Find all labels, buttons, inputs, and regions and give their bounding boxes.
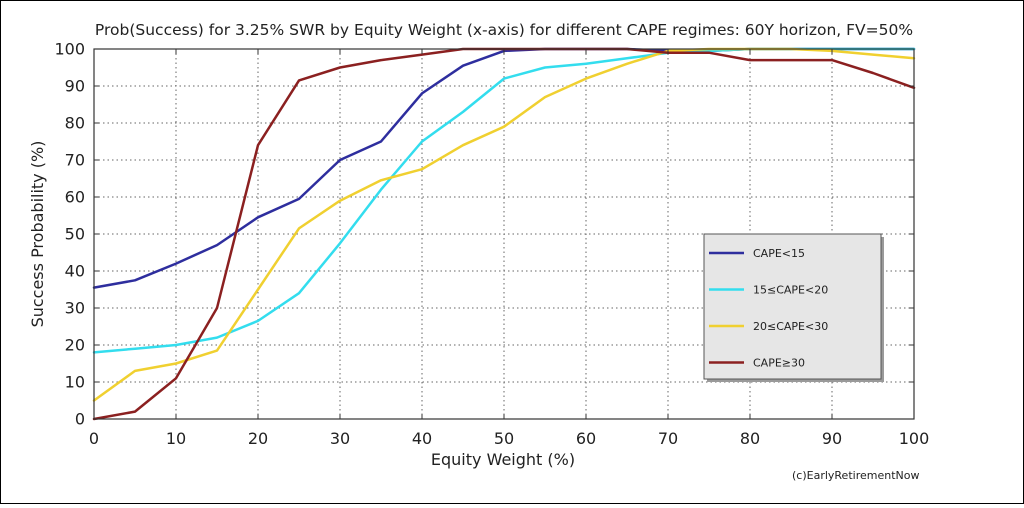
y-axis-label: Success Probability (%) bbox=[28, 141, 47, 328]
y-tick-label: 20 bbox=[65, 336, 85, 355]
y-tick-label: 100 bbox=[54, 40, 85, 59]
credit-text: (c)EarlyRetirementNow bbox=[792, 469, 919, 482]
y-tick-label: 10 bbox=[65, 373, 85, 392]
x-tick-label: 40 bbox=[412, 429, 432, 448]
legend-box bbox=[703, 233, 882, 380]
y-tick-label: 0 bbox=[75, 410, 85, 429]
chart-title: Prob(Success) for 3.25% SWR by Equity We… bbox=[95, 21, 913, 39]
x-tick-label: 0 bbox=[89, 429, 99, 448]
x-tick-label: 100 bbox=[899, 429, 930, 448]
x-tick-label: 80 bbox=[740, 429, 760, 448]
x-axis-label: Equity Weight (%) bbox=[431, 450, 575, 469]
y-tick-label: 30 bbox=[65, 299, 85, 318]
y-tick-label: 80 bbox=[65, 114, 85, 133]
y-tick-label: 70 bbox=[65, 151, 85, 170]
legend-label-1: CAPE<15 bbox=[753, 247, 805, 260]
x-tick-label: 20 bbox=[248, 429, 268, 448]
y-tick-label: 40 bbox=[65, 262, 85, 281]
x-tick-label: 60 bbox=[576, 429, 596, 448]
legend-label-3: 20≤CAPE<30 bbox=[753, 320, 828, 333]
x-tick-label: 90 bbox=[822, 429, 842, 448]
y-tick-label: 90 bbox=[65, 77, 85, 96]
y-tick-label: 60 bbox=[65, 188, 85, 207]
x-tick-label: 50 bbox=[494, 429, 514, 448]
legend-label-4: CAPE≥30 bbox=[753, 357, 805, 370]
legend: CAPE<15 15≤CAPE<20 20≤CAPE<30 CAPE≥30 bbox=[703, 233, 884, 382]
x-tick-label: 70 bbox=[658, 429, 678, 448]
y-tick-label: 50 bbox=[65, 225, 85, 244]
x-tick-label: 30 bbox=[330, 429, 350, 448]
x-tick-label: 10 bbox=[166, 429, 186, 448]
legend-label-2: 15≤CAPE<20 bbox=[753, 284, 828, 297]
